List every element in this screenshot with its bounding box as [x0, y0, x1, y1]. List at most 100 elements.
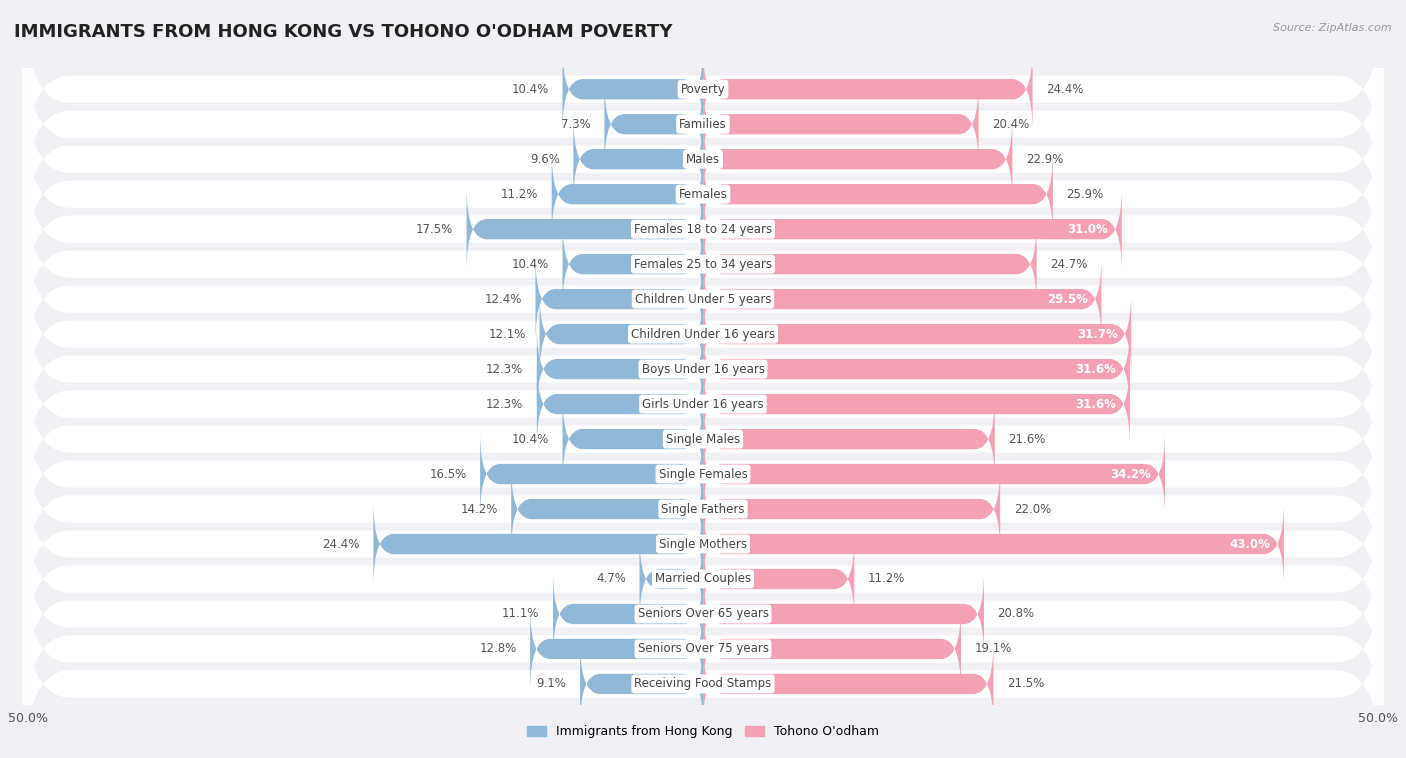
- Text: 4.7%: 4.7%: [596, 572, 626, 585]
- Text: 24.4%: 24.4%: [1046, 83, 1084, 96]
- Text: 10.4%: 10.4%: [512, 83, 548, 96]
- Text: 14.2%: 14.2%: [460, 503, 498, 515]
- FancyBboxPatch shape: [537, 327, 703, 412]
- FancyBboxPatch shape: [562, 396, 703, 481]
- FancyBboxPatch shape: [512, 467, 703, 551]
- Text: Males: Males: [686, 152, 720, 166]
- FancyBboxPatch shape: [581, 641, 703, 726]
- Text: 12.4%: 12.4%: [485, 293, 522, 305]
- Text: IMMIGRANTS FROM HONG KONG VS TOHONO O'ODHAM POVERTY: IMMIGRANTS FROM HONG KONG VS TOHONO O'OD…: [14, 23, 672, 41]
- Text: 22.0%: 22.0%: [1014, 503, 1050, 515]
- FancyBboxPatch shape: [479, 432, 703, 516]
- Text: Families: Families: [679, 117, 727, 130]
- FancyBboxPatch shape: [562, 222, 703, 306]
- Text: 16.5%: 16.5%: [429, 468, 467, 481]
- Text: 43.0%: 43.0%: [1229, 537, 1271, 550]
- FancyBboxPatch shape: [703, 537, 855, 622]
- FancyBboxPatch shape: [374, 502, 703, 587]
- Text: Receiving Food Stamps: Receiving Food Stamps: [634, 678, 772, 691]
- FancyBboxPatch shape: [562, 47, 703, 132]
- Text: 10.4%: 10.4%: [512, 433, 548, 446]
- Text: 21.5%: 21.5%: [1007, 678, 1045, 691]
- FancyBboxPatch shape: [536, 257, 703, 341]
- FancyBboxPatch shape: [703, 396, 995, 481]
- FancyBboxPatch shape: [703, 152, 1053, 236]
- Text: 9.6%: 9.6%: [530, 152, 560, 166]
- Text: Seniors Over 75 years: Seniors Over 75 years: [637, 643, 769, 656]
- FancyBboxPatch shape: [22, 400, 1384, 618]
- FancyBboxPatch shape: [22, 155, 1384, 373]
- FancyBboxPatch shape: [22, 0, 1384, 198]
- Text: Children Under 5 years: Children Under 5 years: [634, 293, 772, 305]
- FancyBboxPatch shape: [703, 572, 984, 656]
- FancyBboxPatch shape: [703, 606, 962, 691]
- FancyBboxPatch shape: [22, 435, 1384, 653]
- FancyBboxPatch shape: [703, 82, 979, 167]
- Text: 24.4%: 24.4%: [322, 537, 360, 550]
- FancyBboxPatch shape: [22, 225, 1384, 443]
- Text: 34.2%: 34.2%: [1111, 468, 1152, 481]
- Text: 24.7%: 24.7%: [1050, 258, 1088, 271]
- FancyBboxPatch shape: [537, 362, 703, 446]
- Text: 20.4%: 20.4%: [993, 117, 1029, 130]
- Text: 21.6%: 21.6%: [1008, 433, 1046, 446]
- FancyBboxPatch shape: [22, 505, 1384, 723]
- FancyBboxPatch shape: [551, 152, 703, 236]
- FancyBboxPatch shape: [22, 15, 1384, 233]
- FancyBboxPatch shape: [703, 117, 1012, 202]
- FancyBboxPatch shape: [703, 222, 1036, 306]
- Text: 31.6%: 31.6%: [1076, 398, 1116, 411]
- FancyBboxPatch shape: [22, 86, 1384, 303]
- FancyBboxPatch shape: [703, 327, 1130, 412]
- Text: 12.3%: 12.3%: [486, 398, 523, 411]
- FancyBboxPatch shape: [540, 292, 703, 377]
- Text: 12.8%: 12.8%: [479, 643, 516, 656]
- FancyBboxPatch shape: [703, 47, 1032, 132]
- Text: Poverty: Poverty: [681, 83, 725, 96]
- Text: 11.2%: 11.2%: [868, 572, 905, 585]
- Text: 31.0%: 31.0%: [1067, 223, 1108, 236]
- FancyBboxPatch shape: [574, 117, 703, 202]
- Text: Females 18 to 24 years: Females 18 to 24 years: [634, 223, 772, 236]
- FancyBboxPatch shape: [703, 467, 1000, 551]
- FancyBboxPatch shape: [22, 365, 1384, 583]
- FancyBboxPatch shape: [703, 257, 1101, 341]
- Text: 19.1%: 19.1%: [974, 643, 1012, 656]
- FancyBboxPatch shape: [22, 296, 1384, 513]
- FancyBboxPatch shape: [22, 470, 1384, 688]
- Text: Single Females: Single Females: [658, 468, 748, 481]
- Text: 17.5%: 17.5%: [416, 223, 453, 236]
- FancyBboxPatch shape: [467, 186, 703, 271]
- FancyBboxPatch shape: [22, 540, 1384, 758]
- Text: 12.1%: 12.1%: [489, 327, 526, 340]
- FancyBboxPatch shape: [605, 82, 703, 167]
- Text: 29.5%: 29.5%: [1047, 293, 1088, 305]
- FancyBboxPatch shape: [703, 432, 1166, 516]
- Text: Boys Under 16 years: Boys Under 16 years: [641, 362, 765, 375]
- FancyBboxPatch shape: [553, 572, 703, 656]
- FancyBboxPatch shape: [703, 362, 1130, 446]
- FancyBboxPatch shape: [22, 190, 1384, 408]
- Text: 10.4%: 10.4%: [512, 258, 548, 271]
- FancyBboxPatch shape: [22, 330, 1384, 548]
- Text: Single Mothers: Single Mothers: [659, 537, 747, 550]
- Legend: Immigrants from Hong Kong, Tohono O'odham: Immigrants from Hong Kong, Tohono O'odha…: [522, 720, 884, 744]
- FancyBboxPatch shape: [703, 641, 994, 726]
- Text: Seniors Over 65 years: Seniors Over 65 years: [637, 607, 769, 621]
- Text: 11.1%: 11.1%: [502, 607, 540, 621]
- Text: 7.3%: 7.3%: [561, 117, 591, 130]
- FancyBboxPatch shape: [640, 537, 703, 622]
- FancyBboxPatch shape: [22, 260, 1384, 478]
- FancyBboxPatch shape: [22, 50, 1384, 268]
- Text: 22.9%: 22.9%: [1026, 152, 1063, 166]
- FancyBboxPatch shape: [22, 575, 1384, 758]
- Text: Source: ZipAtlas.com: Source: ZipAtlas.com: [1274, 23, 1392, 33]
- Text: Females: Females: [679, 188, 727, 201]
- Text: 25.9%: 25.9%: [1066, 188, 1104, 201]
- Text: 11.2%: 11.2%: [501, 188, 538, 201]
- Text: 12.3%: 12.3%: [486, 362, 523, 375]
- Text: 20.8%: 20.8%: [997, 607, 1035, 621]
- Text: Single Fathers: Single Fathers: [661, 503, 745, 515]
- Text: 31.7%: 31.7%: [1077, 327, 1118, 340]
- Text: Single Males: Single Males: [666, 433, 740, 446]
